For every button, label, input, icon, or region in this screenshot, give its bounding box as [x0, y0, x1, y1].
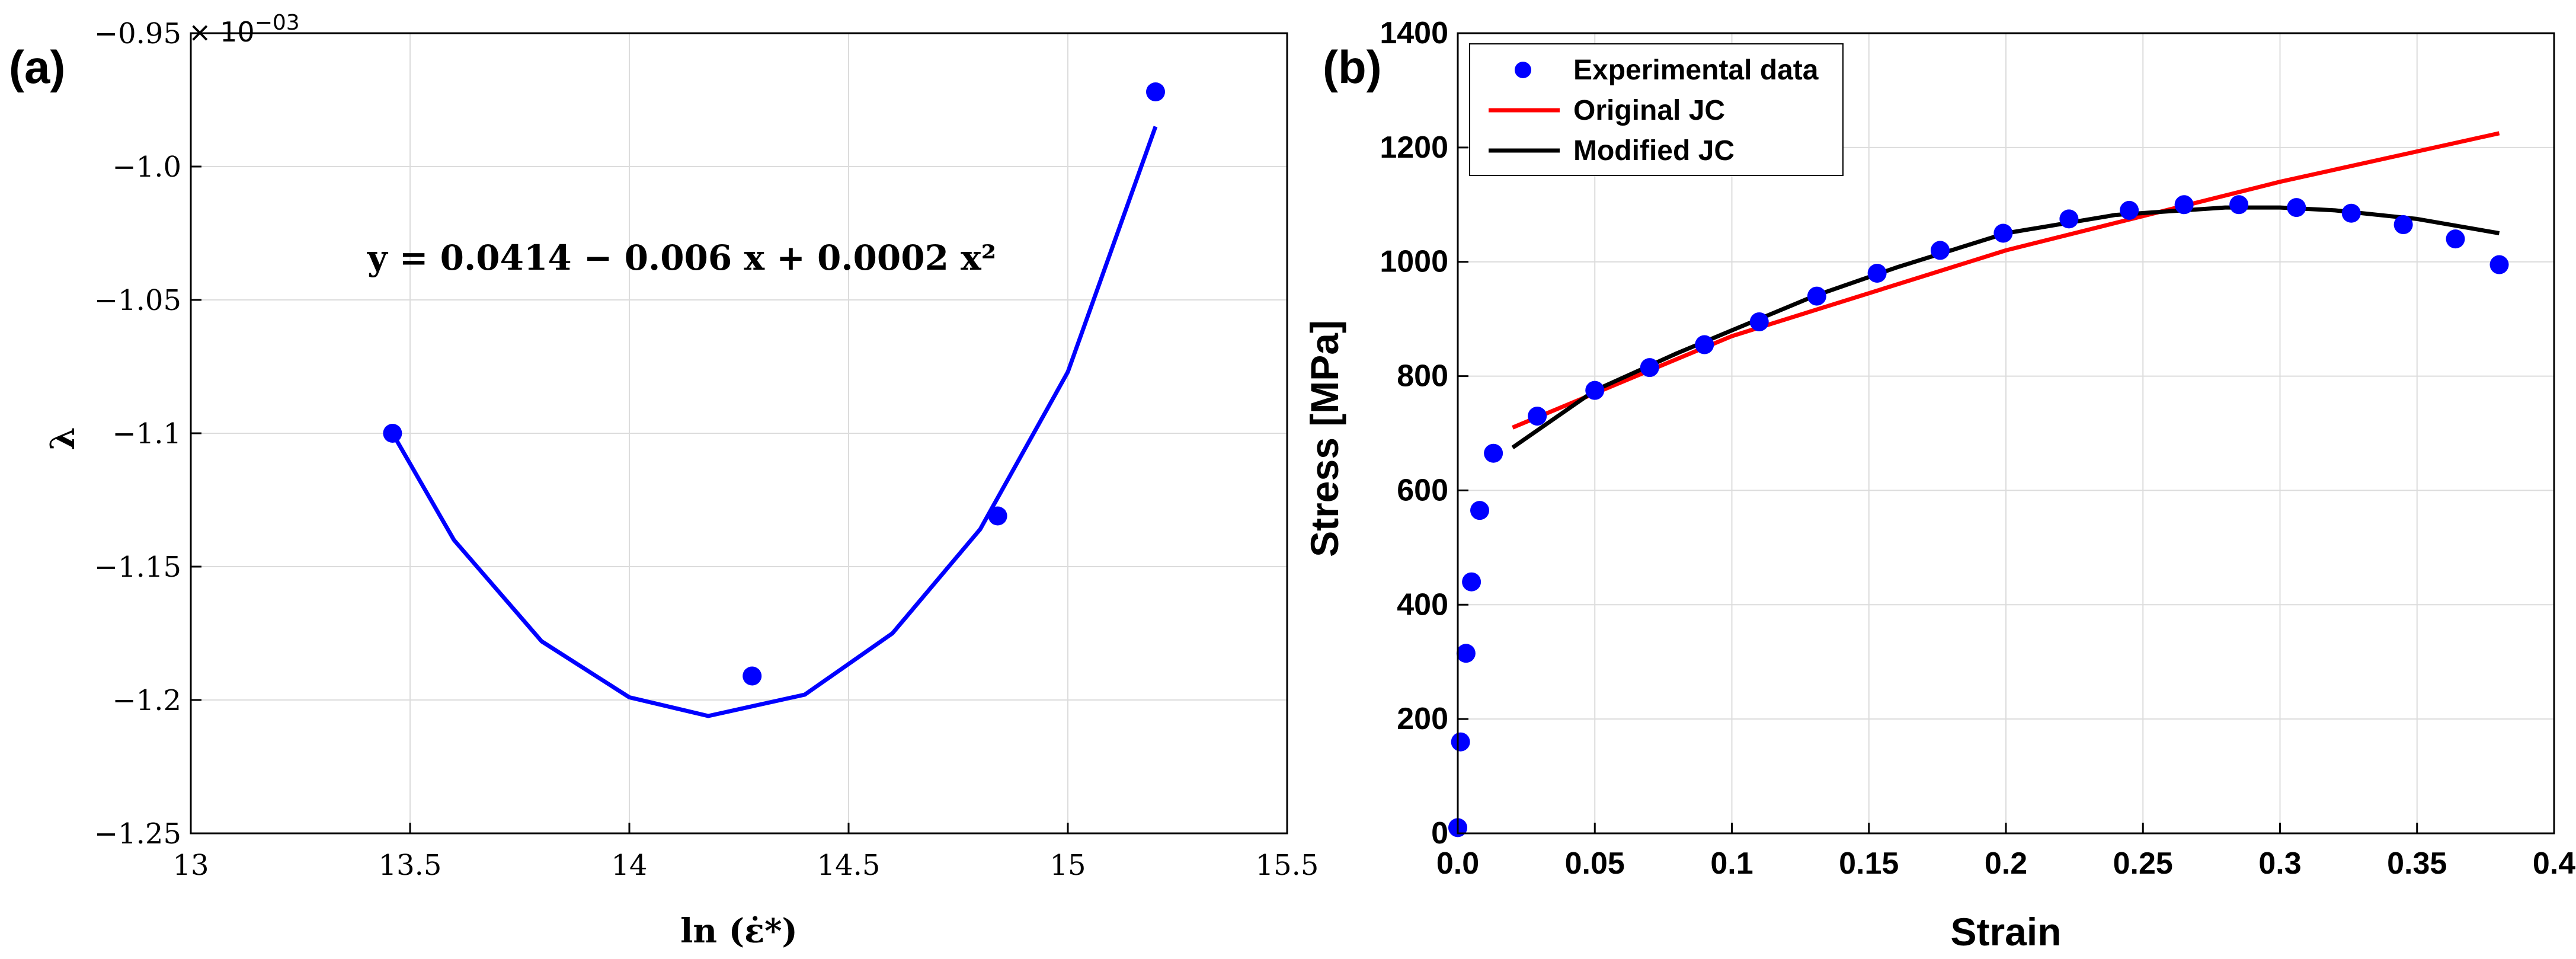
y-tick-label: 400: [1397, 587, 1448, 622]
y-tick-label: −1.25: [94, 817, 181, 851]
data-point: [988, 506, 1007, 526]
legend-marker-experimental: [1515, 62, 1531, 78]
panel-a: (a) 13 13.5 14 14.5 15 15.5 −1.25−1.2−1.15−1.…: [9, 11, 1319, 951]
panel-a-y-axis-title: λ: [43, 427, 82, 450]
experimental-data-point: [2341, 203, 2361, 223]
experimental-data-point: [1695, 335, 1714, 354]
x-tick-label: 15: [1049, 849, 1086, 882]
x-tick-label: 0.15: [1839, 846, 1899, 881]
experimental-data-point: [1993, 223, 2013, 243]
x-tick-label: 14.5: [817, 849, 881, 882]
experimental-data-point: [1470, 501, 1489, 520]
panel-a-grid: [190, 33, 1288, 834]
fit-curve: [391, 126, 1158, 718]
experimental-data-point: [1867, 264, 1887, 283]
experimental-data-point: [1640, 358, 1659, 378]
panel-b-label: (b): [1323, 41, 1382, 93]
x-tick-label: 0.35: [2387, 846, 2447, 881]
y-tick-label: −1.15: [94, 551, 181, 584]
x-tick-label: 14: [611, 849, 647, 882]
y-tick-label: −1.2: [112, 684, 181, 717]
experimental-data-point: [1462, 572, 1481, 592]
panel-b-data-points: [1448, 195, 2509, 837]
y-tick-label: −1.0: [112, 151, 181, 184]
experimental-data-point: [2393, 215, 2413, 235]
panel-b-x-axis-title: Strain: [1950, 910, 2061, 954]
experimental-data-point: [1585, 381, 1605, 400]
panel-a-fit-curve-group: [391, 126, 1158, 718]
y-tick-label: 1400: [1380, 16, 1448, 50]
experimental-data-point: [2287, 198, 2306, 218]
data-point: [1146, 82, 1165, 101]
data-point: [383, 424, 402, 443]
y-tick-label: 0: [1431, 816, 1448, 851]
y-tick-label: 1200: [1380, 130, 1448, 165]
y-tick-label: 1000: [1380, 245, 1448, 279]
x-tick-label: 0.3: [2258, 846, 2301, 881]
panel-b-y-ticks: 0 200 400 600 800 1000 1200 1400: [1380, 16, 1468, 851]
panel-a-x-axis-title: ln (ε̇*): [680, 912, 798, 951]
x-tick-label: 0.0: [1436, 846, 1479, 881]
experimental-data-point: [1528, 407, 1547, 426]
panel-b-y-axis-title: Stress [MPa]: [1303, 320, 1346, 557]
experimental-data-point: [2059, 209, 2079, 229]
x-tick-label: 0.2: [1985, 846, 2027, 881]
x-tick-label: 0.4: [2533, 846, 2575, 881]
x-tick-label: 0.1: [1710, 846, 1753, 881]
y-tick-label: −1.05: [94, 284, 181, 317]
panel-a-x-ticks: 13 13.5 14 14.5 15 15.5: [172, 823, 1319, 882]
panel-a-y-ticks: −1.25 −1.2 −1.15 −1.1 −1.05 −1.0 −0.95: [94, 17, 201, 851]
y-tick-label: 200: [1397, 702, 1448, 736]
x-tick-label: 0.25: [2113, 846, 2173, 881]
data-point: [743, 666, 762, 686]
experimental-data-point: [1931, 241, 1950, 260]
panel-a-data-points: [383, 82, 1165, 686]
experimental-data-point: [2174, 195, 2194, 215]
experimental-data-point: [2229, 195, 2249, 215]
legend-label-experimental: Experimental data: [1573, 55, 1819, 86]
experimental-data-point: [1807, 286, 1826, 306]
experimental-data-point: [2120, 200, 2139, 220]
y-tick-label: −1.1: [112, 417, 181, 450]
panel-a-y-scale-label: × 10−03: [188, 11, 300, 49]
experimental-data-point: [2446, 229, 2465, 249]
experimental-data-point: [2489, 255, 2509, 274]
legend-label-original-jc: Original JC: [1573, 95, 1725, 126]
y-tick-label: 600: [1397, 473, 1448, 507]
panel-b-legend: Experimental data Original JC Modified J…: [1469, 43, 1844, 176]
experimental-data-point: [1484, 443, 1503, 463]
y-tick-label: 800: [1397, 359, 1448, 394]
panel-b-x-ticks: 0.0 0.05 0.1 0.15 0.2 0.25 0.3 0.35 0.4: [1436, 823, 2575, 881]
x-tick-label: 13: [172, 849, 209, 882]
panel-a-label: (a): [9, 41, 65, 93]
panel-a-fit-equation: y = 0.0414 − 0.006 x + 0.0002 x²: [367, 238, 996, 278]
x-tick-label: 13.5: [379, 849, 442, 882]
legend-label-modified-jc: Modified JC: [1573, 135, 1735, 167]
y-tick-label: −0.95: [94, 17, 181, 50]
experimental-data-point: [1749, 312, 1769, 331]
x-tick-label: 0.05: [1565, 846, 1625, 881]
x-tick-label: 15.5: [1256, 849, 1319, 882]
panel-b: (b) 0.0 0.05 0.1 0.15 0.2 0.25 0.3 0.35 0.4 0 200…: [1303, 16, 2575, 954]
experimental-data-point: [1456, 644, 1476, 663]
experimental-data-point: [1451, 732, 1470, 752]
